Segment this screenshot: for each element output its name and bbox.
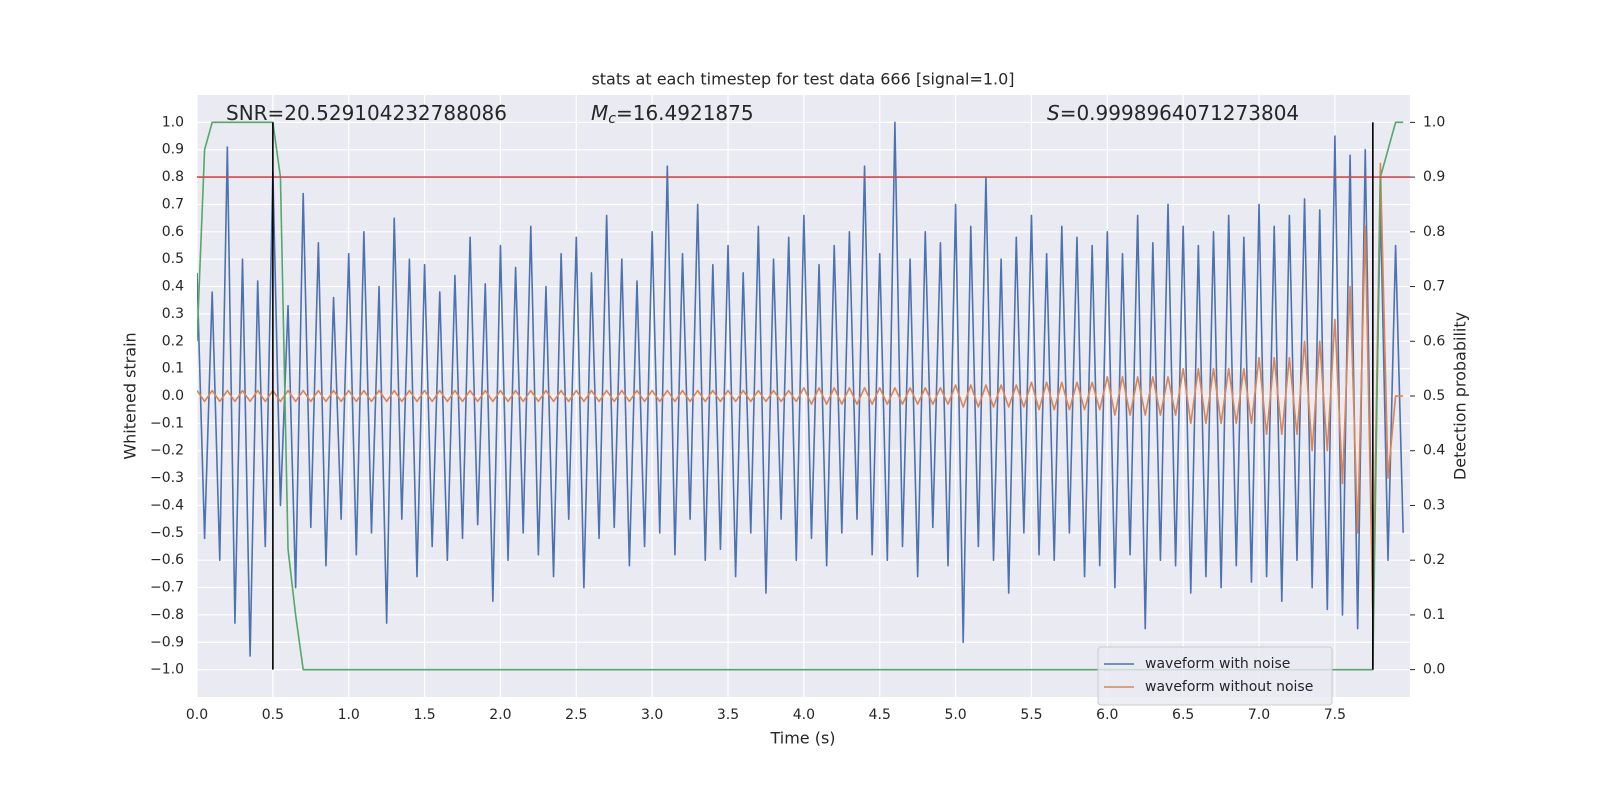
x-tick-label: 2.0 [489, 707, 511, 723]
annotation-text: =0.9998964071273804 [1060, 101, 1299, 125]
chart-title: stats at each timestep for test data 666… [591, 70, 1014, 89]
annotation-subscript: c [608, 111, 616, 127]
y2-tick-label: 0.9 [1423, 169, 1445, 185]
series-line [197, 121, 1404, 671]
y2-tick-label: 0.8 [1423, 224, 1445, 240]
x-axis-label: Time (s) [769, 729, 835, 748]
y-tick-label: 0.9 [162, 142, 184, 158]
annotation: S=0.9998964071273804 [1047, 101, 1299, 125]
y-tick-label: −0.3 [150, 470, 184, 486]
y-tick-label: 0.7 [162, 196, 184, 212]
y-tick-label: −0.2 [150, 443, 184, 459]
y-tick-label: 0.0 [162, 388, 184, 404]
x-tick-label: 4.0 [793, 707, 815, 723]
annotation-text: SNR=20.529104232788086 [226, 101, 507, 125]
y-tick-label: −0.1 [150, 415, 184, 431]
y-tick-label: −0.4 [150, 497, 184, 513]
legend-label: waveform with noise [1145, 656, 1290, 672]
y2-tick-label: 0.7 [1423, 279, 1445, 295]
y2-tick-label: 1.0 [1423, 114, 1445, 130]
x-tick-label: 3.5 [717, 707, 739, 723]
y2-tick-label: 0.6 [1423, 333, 1445, 349]
x-tick-label: 6.5 [1172, 707, 1194, 723]
y-tick-label: 0.5 [162, 251, 184, 267]
y-axis-label: Whitened strain [121, 332, 140, 459]
x-tick-label: 3.0 [641, 707, 663, 723]
y-tick-label: 1.0 [162, 114, 184, 130]
y-tick-label: −0.6 [150, 552, 184, 568]
series-line [197, 121, 1404, 657]
x-tick-label: 1.0 [338, 707, 360, 723]
x-tick-label: 4.5 [869, 707, 891, 723]
legend-label: waveform without noise [1145, 679, 1313, 695]
x-tick-label: 0.5 [262, 707, 284, 723]
y-tick-label: −0.7 [150, 580, 184, 596]
y-tick-label: −1.0 [150, 662, 184, 678]
y2-tick-label: 0.4 [1423, 443, 1445, 459]
annotation-text: =16.4921875 [616, 101, 754, 125]
y-tick-label: 0.2 [162, 333, 184, 349]
x-tick-label: 1.5 [413, 707, 435, 723]
x-tick-label: 7.5 [1324, 707, 1346, 723]
y2-tick-label: 0.0 [1423, 662, 1445, 678]
series-line [197, 162, 1404, 616]
y-tick-label: −0.5 [150, 525, 184, 541]
x-tick-label: 5.5 [1020, 707, 1042, 723]
legend-box [1097, 646, 1333, 706]
annotation: Mc=16.4921875 [591, 101, 754, 128]
y-tick-label: −0.8 [150, 607, 184, 623]
x-tick-label: 2.5 [565, 707, 587, 723]
y2-tick-label: 0.3 [1423, 497, 1445, 513]
y-tick-label: 0.1 [162, 361, 184, 377]
x-tick-label: 0.0 [186, 707, 208, 723]
y-tick-label: 0.3 [162, 306, 184, 322]
y2-axis-label: Detection probability [1451, 312, 1470, 480]
annotation-symbol: S [1047, 101, 1060, 125]
x-tick-label: 7.0 [1248, 707, 1270, 723]
y-tick-label: 0.6 [162, 224, 184, 240]
annotation: SNR=20.529104232788086 [226, 101, 507, 125]
y2-tick-label: 0.2 [1423, 552, 1445, 568]
x-tick-label: 5.0 [944, 707, 966, 723]
x-tick-label: 6.0 [1096, 707, 1118, 723]
annotation-symbol: M [591, 101, 608, 125]
y-tick-label: 0.8 [162, 169, 184, 185]
y2-tick-label: 0.1 [1423, 607, 1445, 623]
y-tick-label: 0.4 [162, 279, 184, 295]
y-tick-label: −0.9 [150, 634, 184, 650]
y2-tick-label: 0.5 [1423, 388, 1445, 404]
